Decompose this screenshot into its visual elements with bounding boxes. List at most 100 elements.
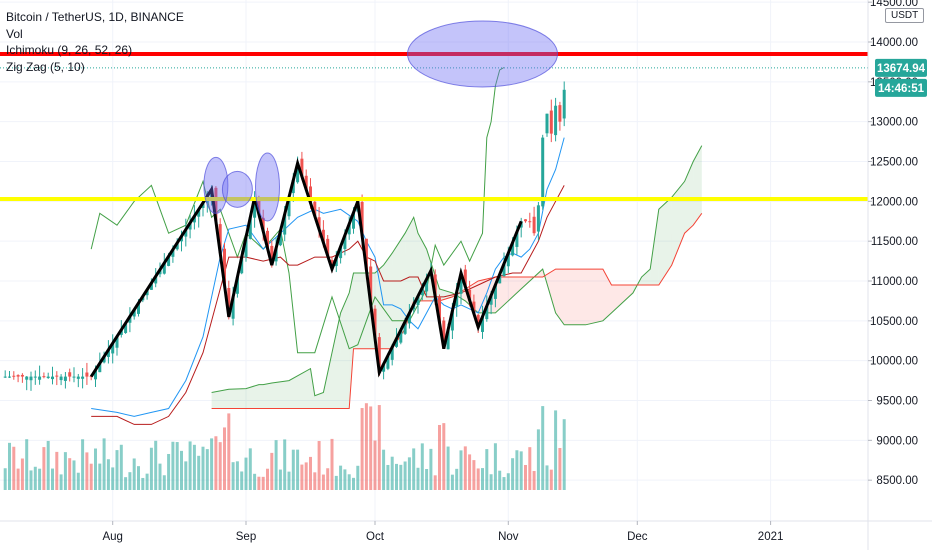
current-price-label[interactable]: 13674.94	[877, 63, 926, 75]
volume-bar	[240, 471, 243, 490]
candle-body	[73, 377, 76, 378]
candle-body	[68, 372, 71, 376]
cloud-segment	[612, 285, 634, 313]
volume-bar	[202, 447, 205, 490]
volume-bar	[386, 465, 389, 490]
volume-bar	[331, 439, 334, 490]
volume-bar	[219, 442, 222, 490]
volume-bar	[369, 406, 372, 490]
candle-body	[558, 105, 561, 122]
volume-bar	[98, 464, 101, 490]
volume-bar	[511, 458, 514, 490]
volume-bar	[262, 477, 265, 490]
candle-body	[60, 377, 63, 380]
volume-bar	[408, 457, 411, 490]
volume-bar	[395, 464, 398, 490]
highlight-ellipse	[408, 21, 558, 87]
volume-bar	[249, 448, 252, 490]
cloud-segment	[659, 197, 672, 285]
cloud-segment	[349, 273, 353, 408]
candle-body	[8, 377, 11, 378]
volume-bar	[404, 461, 407, 490]
candle-body	[541, 138, 544, 207]
candle-body	[17, 375, 20, 377]
volume-bar	[193, 445, 196, 490]
countdown-label: 14:46:51	[878, 83, 925, 95]
volume-bar	[481, 468, 484, 490]
volume-bar	[51, 469, 54, 490]
volume-bar	[339, 466, 342, 490]
volume-bar	[85, 452, 88, 490]
volume-bar	[300, 465, 303, 490]
volume-bar	[412, 448, 415, 490]
volume-bar	[507, 473, 510, 490]
volume-bar	[64, 452, 67, 490]
volume-bar	[541, 406, 544, 490]
candle-body	[47, 377, 50, 378]
volume-bar	[305, 462, 308, 490]
volume-bar	[81, 439, 84, 490]
cloud-segment	[642, 269, 651, 285]
volume-bar	[17, 469, 20, 490]
volume-bar	[365, 403, 368, 490]
senkou-span-a	[212, 146, 702, 396]
volume-bar	[180, 451, 183, 490]
legend-volume[interactable]: Vol	[6, 26, 184, 43]
volume-bar	[309, 457, 312, 490]
candle-body	[533, 217, 536, 233]
candle-body	[55, 376, 58, 377]
volume-bar	[563, 419, 566, 490]
cloud-segment	[263, 383, 272, 408]
volume-bar	[154, 441, 157, 490]
legend-zigzag[interactable]: Zig Zag (5, 10)	[6, 59, 184, 76]
volume-bar	[322, 475, 325, 490]
volume-bar	[335, 476, 338, 490]
cloud-segment	[384, 253, 393, 349]
volume-bar	[472, 460, 475, 490]
volume-bar	[77, 473, 80, 490]
volume-bar	[124, 477, 127, 490]
volume-bar	[25, 439, 28, 490]
volume-bar	[103, 438, 106, 490]
candle-body	[563, 90, 566, 119]
volume-bar	[42, 447, 45, 490]
currency-unit-button[interactable]: USDT	[885, 8, 924, 23]
volume-bar	[116, 450, 119, 490]
volume-bar	[326, 468, 329, 490]
legend-title[interactable]: Bitcoin / TetherUS, 1D, BINANCE	[6, 9, 184, 26]
volume-bar	[378, 405, 381, 490]
ichimoku-cloud	[212, 146, 702, 409]
volume-bar	[451, 475, 454, 490]
candle-body	[546, 114, 549, 134]
volume-bar	[73, 460, 76, 490]
candle-body	[77, 377, 80, 379]
volume-bar	[167, 454, 170, 490]
candle-body	[550, 111, 553, 134]
volume-bar	[111, 467, 114, 490]
y-tick-label: 14000.00	[870, 37, 918, 49]
candle-body	[51, 377, 54, 379]
volume-bar	[206, 449, 209, 490]
volume-bar	[558, 448, 561, 490]
candle-body	[12, 376, 15, 377]
volume-bar	[361, 408, 364, 490]
volume-bar	[296, 450, 299, 490]
volume-bar	[210, 438, 213, 490]
volume-bar	[477, 468, 480, 490]
volume-bar	[189, 441, 192, 490]
y-tick-label: 12000.00	[870, 196, 918, 208]
volume-bar	[460, 450, 463, 490]
volume-bar	[214, 436, 217, 490]
cloud-segment	[586, 269, 603, 325]
candle-body	[21, 375, 24, 377]
legend-ichimoku[interactable]: Ichimoku (9, 26, 52, 26)	[6, 42, 184, 59]
volume-bar	[494, 443, 497, 490]
volume-bar	[343, 469, 346, 490]
volume-bar	[146, 474, 149, 490]
cloud-segment	[259, 385, 263, 409]
volume-bar	[30, 470, 33, 490]
chikou-span	[91, 68, 504, 353]
volume-bar	[279, 470, 282, 490]
volume-bar	[133, 458, 136, 490]
volume-bar	[245, 458, 248, 490]
